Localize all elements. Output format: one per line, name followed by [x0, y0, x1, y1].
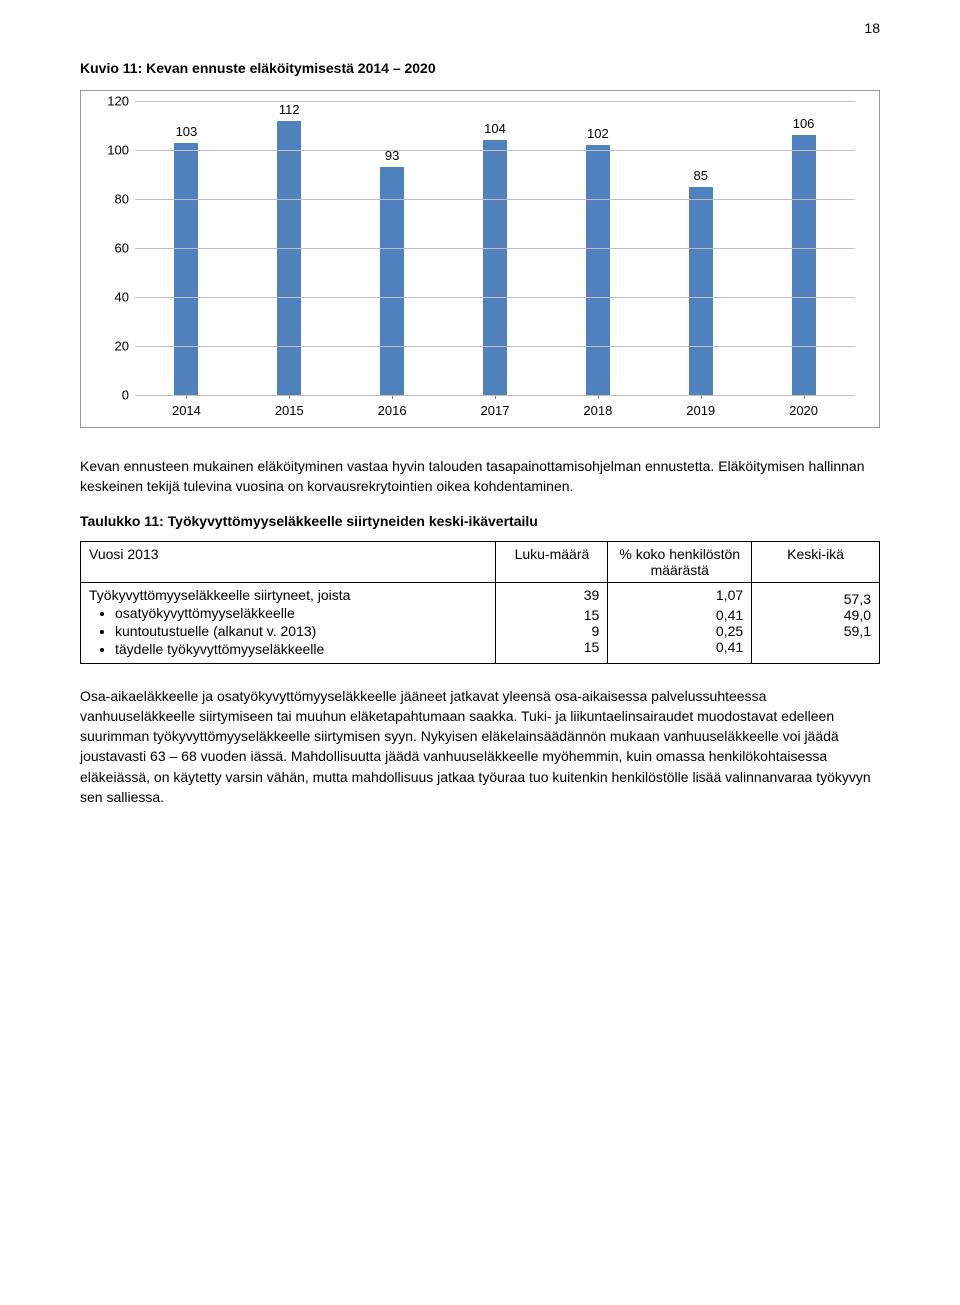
grid-line — [135, 346, 855, 347]
x-axis-label: 2015 — [275, 403, 304, 418]
sub-item-1: osatyökyvyttömyyseläkkeelle — [115, 605, 487, 621]
paragraph-2: Osa-aikaeläkkeelle ja osatyökyvyttömyyse… — [80, 686, 880, 808]
y-axis-label: 60 — [95, 241, 129, 256]
bar-value-label: 112 — [279, 102, 300, 117]
sub3-age: 59,1 — [760, 623, 871, 639]
page: 18 Kuvio 11: Kevan ennuste eläköitymises… — [0, 0, 960, 863]
sub1-age: 57,3 — [760, 591, 871, 607]
grid-line — [135, 395, 855, 396]
cell-age: 57,3 49,0 59,1 — [752, 582, 880, 663]
bar: 85 — [689, 187, 713, 395]
bar-value-label: 102 — [587, 126, 609, 141]
grid-line — [135, 150, 855, 151]
grid-line — [135, 199, 855, 200]
sub1-count: 15 — [504, 607, 599, 623]
sub1-pct: 0,41 — [616, 607, 743, 623]
y-axis-label: 40 — [95, 289, 129, 304]
bar: 102 — [586, 145, 610, 395]
x-axis-label: 2016 — [378, 403, 407, 418]
cell-pct: 1,07 0,41 0,25 0,41 — [608, 582, 752, 663]
bar-chart: 103 112 93 104 102 85 106 2014 2015 2016 2017 2018… — [95, 101, 865, 421]
y-axis-label: 120 — [95, 94, 129, 109]
x-axis-label: 2017 — [481, 403, 510, 418]
sub3-count: 15 — [504, 639, 599, 655]
plot-area: 103 112 93 104 102 85 106 — [135, 101, 855, 395]
table-header-row: Vuosi 2013 Luku-määrä % koko henkilöstön… — [81, 541, 880, 582]
grid-line — [135, 297, 855, 298]
bar-value-label: 106 — [793, 116, 815, 131]
table-title: Taulukko 11: Työkyvyttömyyseläkkeelle si… — [80, 513, 880, 529]
cell-count: 39 15 9 15 — [496, 582, 608, 663]
paragraph-1: Kevan ennusteen mukainen eläköityminen v… — [80, 456, 880, 497]
sub-item-3: täydelle työkyvyttömyyseläkkeelle — [115, 641, 487, 657]
sub3-pct: 0,41 — [616, 639, 743, 655]
y-axis-label: 100 — [95, 142, 129, 157]
bar: 104 — [483, 140, 507, 395]
cell-label: Työkyvyttömyyseläkkeelle siirtyneet, joi… — [81, 582, 496, 663]
sub2-count: 9 — [504, 623, 599, 639]
table-row: Työkyvyttömyyseläkkeelle siirtyneet, joi… — [81, 582, 880, 663]
bar: 103 — [174, 143, 198, 395]
sub-list: osatyökyvyttömyyseläkkeelle kuntoutustue… — [89, 605, 487, 657]
grid-line — [135, 248, 855, 249]
sub2-pct: 0,25 — [616, 623, 743, 639]
x-axis-labels: 2014 2015 2016 2017 2018 2019 2020 — [135, 399, 855, 421]
x-axis-label: 2018 — [583, 403, 612, 418]
chart-title: Kuvio 11: Kevan ennuste eläköitymisestä … — [80, 60, 880, 76]
grid-line — [135, 101, 855, 102]
y-axis-label: 20 — [95, 339, 129, 354]
x-axis-label: 2014 — [172, 403, 201, 418]
row1-pct: 1,07 — [616, 587, 743, 603]
sub2-age: 49,0 — [760, 607, 871, 623]
th-vuosi: Vuosi 2013 — [81, 541, 496, 582]
bar: 112 — [277, 121, 301, 395]
bar-value-label: 103 — [176, 124, 198, 139]
sub-item-2: kuntoutustuelle (alkanut v. 2013) — [115, 623, 487, 639]
row1-count: 39 — [504, 587, 599, 603]
chart-container: 103 112 93 104 102 85 106 2014 2015 2016 2017 2018… — [80, 90, 880, 428]
y-axis-label: 80 — [95, 191, 129, 206]
bar: 106 — [792, 135, 816, 395]
page-number: 18 — [864, 20, 880, 36]
th-keski-ika: Keski-ikä — [752, 541, 880, 582]
x-axis-label: 2020 — [789, 403, 818, 418]
th-pct: % koko henkilöstön määrästä — [608, 541, 752, 582]
data-table: Vuosi 2013 Luku-määrä % koko henkilöstön… — [80, 541, 880, 664]
y-axis-label: 0 — [95, 388, 129, 403]
bar-value-label: 85 — [693, 168, 707, 183]
bar: 93 — [380, 167, 404, 395]
row1-label-text: Työkyvyttömyyseläkkeelle siirtyneet, joi… — [89, 587, 487, 603]
th-lukumaara: Luku-määrä — [496, 541, 608, 582]
bar-value-label: 104 — [484, 121, 506, 136]
x-axis-label: 2019 — [686, 403, 715, 418]
